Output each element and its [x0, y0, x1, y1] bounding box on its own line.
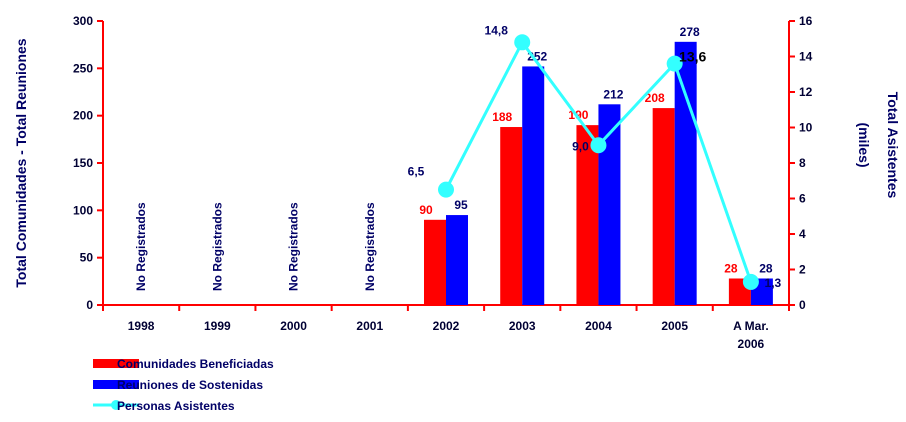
x-tick-label: 1998	[128, 319, 155, 333]
x-tick-label: 2000	[280, 319, 307, 333]
bar-data-label: 28	[759, 261, 773, 275]
bar-data-label: 208	[645, 91, 665, 105]
bar	[522, 66, 545, 305]
left-tick-label: 200	[73, 109, 93, 123]
legend-marker	[111, 400, 121, 410]
left-tick-label: 0	[86, 298, 93, 312]
right-tick-label: 6	[799, 192, 806, 206]
x-tick-label: 2004	[585, 319, 612, 333]
left-tick-label: 150	[73, 156, 93, 170]
right-tick-label: 0	[799, 298, 806, 312]
not-registered-note: No Registrados	[363, 202, 377, 291]
x-tick-label: 2003	[509, 319, 536, 333]
bar-data-label: 95	[454, 198, 468, 212]
bar	[500, 127, 523, 305]
not-registered-note: No Registrados	[287, 202, 301, 291]
x-tick-label: 2006	[738, 337, 765, 351]
line-data-label: 1,3	[765, 276, 782, 290]
bar	[598, 104, 621, 305]
line-data-label: 13,6	[679, 49, 706, 65]
legend-label: Reuniones de Sostenidas	[117, 378, 263, 392]
x-tick-label: 1999	[204, 319, 231, 333]
right-axis-title-line: (miles)	[856, 122, 872, 167]
bar-data-label: 90	[419, 203, 433, 217]
bar-data-label: 212	[603, 87, 623, 101]
line-point	[514, 34, 531, 51]
bar	[446, 215, 468, 305]
line-data-label: 6,5	[408, 165, 425, 179]
right-tick-label: 14	[799, 50, 813, 64]
right-tick-label: 2	[799, 263, 806, 277]
right-tick-label: 4	[799, 227, 806, 241]
left-tick-label: 300	[73, 14, 93, 28]
legend-label: Personas Asistentes	[117, 399, 235, 413]
legend-swatch	[93, 380, 139, 389]
line-data-label: 14,8	[485, 23, 509, 37]
left-tick-label: 50	[80, 251, 94, 265]
bar	[652, 108, 675, 306]
right-tick-label: 8	[799, 156, 806, 170]
right-axis-title-line: Total Asistentes	[885, 92, 901, 199]
line-point	[666, 55, 683, 72]
bar-data-label: 28	[724, 261, 738, 275]
legend-label: Comunidades Beneficiadas	[117, 357, 274, 371]
x-tick-label: A Mar.	[733, 319, 769, 333]
right-tick-label: 12	[799, 85, 813, 99]
left-axis-title: Total Comunidades - Total Reuniones	[13, 38, 29, 287]
not-registered-note: No Registrados	[210, 202, 224, 291]
bar-data-label: 278	[680, 25, 700, 39]
left-tick-label: 250	[73, 61, 93, 75]
not-registered-note: No Registrados	[134, 202, 148, 291]
bar-data-label: 188	[492, 110, 512, 124]
bar	[576, 125, 599, 305]
legend-swatch	[93, 359, 139, 368]
right-tick-label: 16	[799, 14, 813, 28]
bar-data-label: 252	[527, 49, 547, 63]
x-tick-label: 2001	[356, 319, 383, 333]
bar	[674, 41, 697, 306]
line-point	[742, 273, 759, 290]
x-tick-label: 2005	[661, 319, 688, 333]
left-tick-label: 100	[73, 203, 93, 217]
bar	[424, 219, 446, 305]
right-tick-label: 10	[799, 121, 813, 135]
line-data-label: 9,0	[572, 139, 589, 153]
line-point	[590, 137, 607, 154]
line-point	[438, 181, 454, 198]
x-tick-label: 2002	[433, 319, 460, 333]
